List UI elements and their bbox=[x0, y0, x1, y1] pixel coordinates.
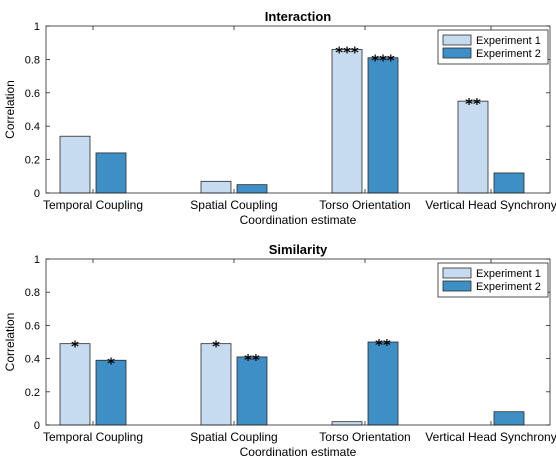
x-tick-label: Spatial Coupling bbox=[190, 198, 277, 212]
legend-swatch bbox=[442, 280, 472, 292]
legend-swatch bbox=[442, 267, 472, 279]
y-tick-label: 1 bbox=[34, 21, 40, 33]
y-axis-label: Correlation bbox=[3, 313, 17, 372]
y-tick-label: 0.2 bbox=[25, 155, 40, 167]
significance-marker: ** bbox=[244, 351, 260, 369]
y-tick-label: 0.4 bbox=[25, 121, 40, 133]
x-tick-label: Torso Orientation bbox=[319, 430, 410, 444]
bar-experiment-2-0 bbox=[95, 359, 127, 426]
x-tick-label: Temporal Coupling bbox=[43, 430, 143, 444]
bar-experiment-1-0 bbox=[59, 135, 91, 194]
x-tick-label: Vertical Head Synchrony bbox=[425, 198, 556, 212]
chart-panel-2: Similarity* ** ****00.20.40.60.81Temporal … bbox=[3, 242, 556, 459]
legend-entry-label: Experiment 1 bbox=[476, 35, 541, 47]
legend-entry-label: Experiment 2 bbox=[476, 48, 541, 60]
chart-panel-1: Interaction********00.20.40.60.81Tempora… bbox=[3, 9, 556, 227]
y-tick-label: 0.6 bbox=[25, 320, 40, 332]
y-tick-label: 0.2 bbox=[25, 387, 40, 399]
plot-area-frame bbox=[45, 258, 551, 426]
chart-title: Interaction bbox=[265, 9, 332, 24]
bar-experiment-2-0 bbox=[95, 152, 127, 194]
bar-experiment-2-2 bbox=[367, 57, 399, 194]
significance-marker: *** bbox=[335, 43, 359, 61]
bar-experiment-1-3 bbox=[457, 100, 489, 194]
significance-marker: * bbox=[107, 354, 115, 372]
significance-marker: ** bbox=[375, 336, 391, 354]
bar-experiment-2-1 bbox=[236, 356, 268, 426]
significance-marker: *** bbox=[371, 52, 395, 70]
y-tick-label: 0 bbox=[34, 420, 40, 432]
x-tick-label: Torso Orientation bbox=[319, 198, 410, 212]
x-tick-label: Spatial Coupling bbox=[190, 430, 277, 444]
legend-entry-label: Experiment 2 bbox=[476, 281, 541, 293]
bar-experiment-2-1 bbox=[236, 184, 268, 194]
y-tick-label: 0.8 bbox=[25, 54, 40, 66]
bar-experiment-2-2 bbox=[367, 341, 399, 426]
legend-swatch bbox=[442, 34, 472, 46]
x-axis-label: Coordination estimate bbox=[240, 213, 357, 227]
bar-experiment-2-3 bbox=[493, 411, 525, 426]
y-tick-label: 0.8 bbox=[25, 287, 40, 299]
significance-marker: ** bbox=[465, 95, 481, 113]
significance-marker: * bbox=[71, 338, 79, 356]
bar-experiment-1-1 bbox=[200, 343, 232, 426]
plot-area-frame bbox=[45, 25, 551, 194]
x-axis-label: Coordination estimate bbox=[240, 445, 357, 459]
bar-experiment-1-1 bbox=[200, 180, 232, 194]
y-tick-label: 0.6 bbox=[25, 88, 40, 100]
bar-experiment-2-3 bbox=[493, 172, 525, 194]
bar-experiment-1-0 bbox=[59, 343, 91, 426]
y-axis-label: Correlation bbox=[3, 80, 17, 139]
legend-entry-label: Experiment 1 bbox=[476, 268, 541, 280]
chart-title: Similarity bbox=[269, 242, 328, 257]
legend-swatch bbox=[442, 47, 472, 59]
bar-experiment-1-2 bbox=[331, 48, 363, 194]
y-tick-label: 0 bbox=[34, 188, 40, 200]
x-tick-label: Temporal Coupling bbox=[43, 198, 143, 212]
y-tick-label: 1 bbox=[34, 254, 40, 266]
bar-experiment-1-2 bbox=[331, 421, 363, 426]
significance-marker: * bbox=[212, 338, 220, 356]
y-tick-label: 0.4 bbox=[25, 354, 40, 366]
x-tick-label: Vertical Head Synchrony bbox=[425, 430, 556, 444]
